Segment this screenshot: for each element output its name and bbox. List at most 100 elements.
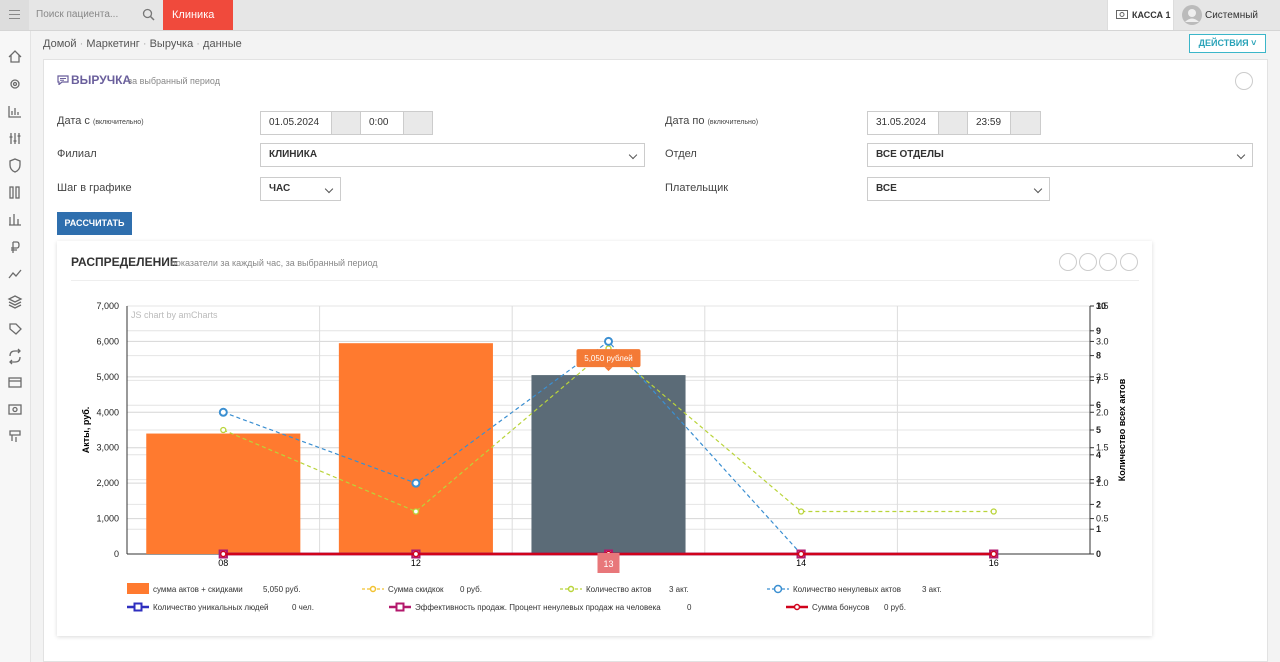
date-to-input[interactable]: 31.05.2024 [867, 111, 939, 135]
branch-select[interactable]: КЛИНИКА [260, 143, 645, 167]
department-select[interactable]: ВСЕ ОТДЕЛЫ [867, 143, 1253, 167]
search-icon[interactable] [142, 8, 155, 21]
y2-tick-label: 4 [1096, 450, 1101, 460]
panel-subtitle: за выбранный период [128, 76, 220, 86]
legend-marker [369, 585, 377, 593]
y2-axis-title: Количество всех актов [1117, 378, 1127, 481]
label-text: Дата с [57, 115, 90, 127]
y2-tick-label: 1 [1096, 524, 1101, 534]
y2-tick-label: 2 [1096, 499, 1101, 509]
chart-panel-title: РАСПРЕДЕЛЕНИЕ [71, 255, 178, 269]
legend-marker [567, 585, 575, 593]
step-select[interactable]: ЧАС [260, 177, 341, 201]
y-tick-label: 4,000 [96, 407, 119, 417]
time-from-input[interactable]: 0:00 [360, 111, 404, 135]
point [990, 508, 997, 515]
delete-button[interactable] [1099, 253, 1117, 271]
y2-tick-label: 7 [1096, 375, 1101, 385]
bar [146, 433, 301, 554]
bar [338, 343, 493, 554]
point [220, 426, 227, 434]
y-tick-label: 7,000 [96, 301, 119, 311]
point [797, 550, 805, 558]
settings-button[interactable] [1079, 253, 1097, 271]
branch-label: Филиал [57, 148, 97, 160]
legend-value: 3 акт. [669, 585, 689, 594]
time-to-input[interactable]: 23:59 [967, 111, 1011, 135]
legend-label[interactable]: Количество актов [586, 585, 652, 594]
select-value: ВСЕ ОТДЕЛЫ [876, 149, 944, 160]
user-name[interactable]: Системный [1205, 10, 1259, 21]
clinic-name: Клиника [172, 9, 215, 21]
legend-label[interactable]: Количество уникальных людей [153, 603, 269, 612]
cashbox[interactable]: КАССА 1 [1107, 0, 1174, 30]
y-tick-label: 3,000 [96, 443, 119, 453]
actions-button[interactable]: ДЕЙСТВИЯ ˅ [1189, 34, 1266, 53]
expand-button[interactable] [1120, 253, 1138, 271]
legend-value: 0 [687, 603, 692, 612]
y2-tick-label: 0 [1096, 549, 1101, 559]
search-input[interactable]: Поиск пациента... [36, 9, 119, 20]
user-avatar[interactable] [1182, 5, 1202, 25]
y3-tick-label: 2.0 [1096, 407, 1109, 417]
y-tick-label: 1,000 [96, 514, 119, 524]
point [218, 407, 228, 417]
bar [531, 375, 686, 554]
legend-label[interactable]: сумма актов + скидками [153, 585, 243, 594]
y3-tick-label: 3.5 [1096, 301, 1109, 311]
chart-panel-subtitle: показатели за каждый час, за выбранный п… [171, 258, 378, 268]
legend-label[interactable]: Сумма скидкок [388, 585, 444, 594]
clinic-menu[interactable]: Клиника [163, 0, 233, 30]
y-tick-label: 6,000 [96, 336, 119, 346]
calendar-button[interactable] [331, 111, 361, 135]
legend-marker [133, 602, 143, 612]
y2-tick-label: 6 [1096, 400, 1101, 410]
export-button[interactable] [1059, 253, 1077, 271]
point [411, 478, 421, 488]
calendar-button[interactable] [938, 111, 968, 135]
menu-toggle[interactable] [0, 0, 29, 30]
select-value: ВСЕ [876, 183, 897, 194]
cursor-box [597, 553, 620, 573]
panel-title: ВЫРУЧКА [71, 73, 132, 87]
breadcrumb[interactable]: Выручка [149, 38, 194, 50]
point [604, 336, 613, 346]
expand-button[interactable] [1235, 72, 1253, 90]
legend-value: 0 руб. [884, 603, 906, 612]
breadcrumb[interactable]: Домой [43, 38, 77, 50]
breadcrumb[interactable]: Маркетинг [86, 38, 140, 50]
cashbox-label: КАССА 1 [1132, 10, 1171, 20]
label-text: Дата по [665, 115, 705, 127]
legend-marker [395, 602, 405, 612]
legend-label[interactable]: Эффективность продаж. Процент ненулевых … [415, 603, 661, 612]
breadcrumbs: Домой · Маркетинг · Выручка · данные [43, 38, 242, 50]
series-line [223, 340, 802, 555]
clock-button[interactable] [403, 111, 433, 135]
y-tick-label: 2,000 [96, 478, 119, 488]
point [220, 550, 227, 558]
label-note: (включительно) [92, 119, 144, 126]
point [412, 550, 420, 558]
tooltip-arrow [604, 367, 613, 372]
date-to-label: Дата по (включительно) [665, 115, 758, 127]
clock-button[interactable] [1010, 111, 1041, 135]
date-from-label: Дата с (включительно) [57, 115, 144, 127]
legend-label[interactable]: Количество ненулевых актов [793, 585, 901, 594]
series-line [223, 347, 994, 513]
top-bar: Поиск пациента... Клиника КАССА 1 Систем… [0, 0, 1280, 31]
sidebar-icons [7, 50, 23, 442]
chart: JS chart by amCharts 0 1,000 2,000 3,000 4,00… [81, 301, 1127, 612]
point [990, 550, 997, 558]
date-from-input[interactable]: 01.05.2024 [260, 111, 332, 135]
y3-tick-label: 3.0 [1096, 336, 1109, 346]
point [797, 508, 805, 515]
y2-tick-label: 9 [1096, 326, 1101, 336]
y-axis-title: Акты, руб. [81, 407, 91, 454]
sidebar [0, 31, 31, 662]
legend-value: 0 руб. [460, 585, 482, 594]
legend-label[interactable]: Сумма бонусов [812, 603, 870, 612]
payer-select[interactable]: ВСЕ [867, 177, 1050, 201]
cursor-label: 13 [603, 559, 613, 569]
calculate-button[interactable]: РАССЧИТАТЬ [57, 212, 132, 235]
x-tick-label: 16 [989, 558, 999, 568]
